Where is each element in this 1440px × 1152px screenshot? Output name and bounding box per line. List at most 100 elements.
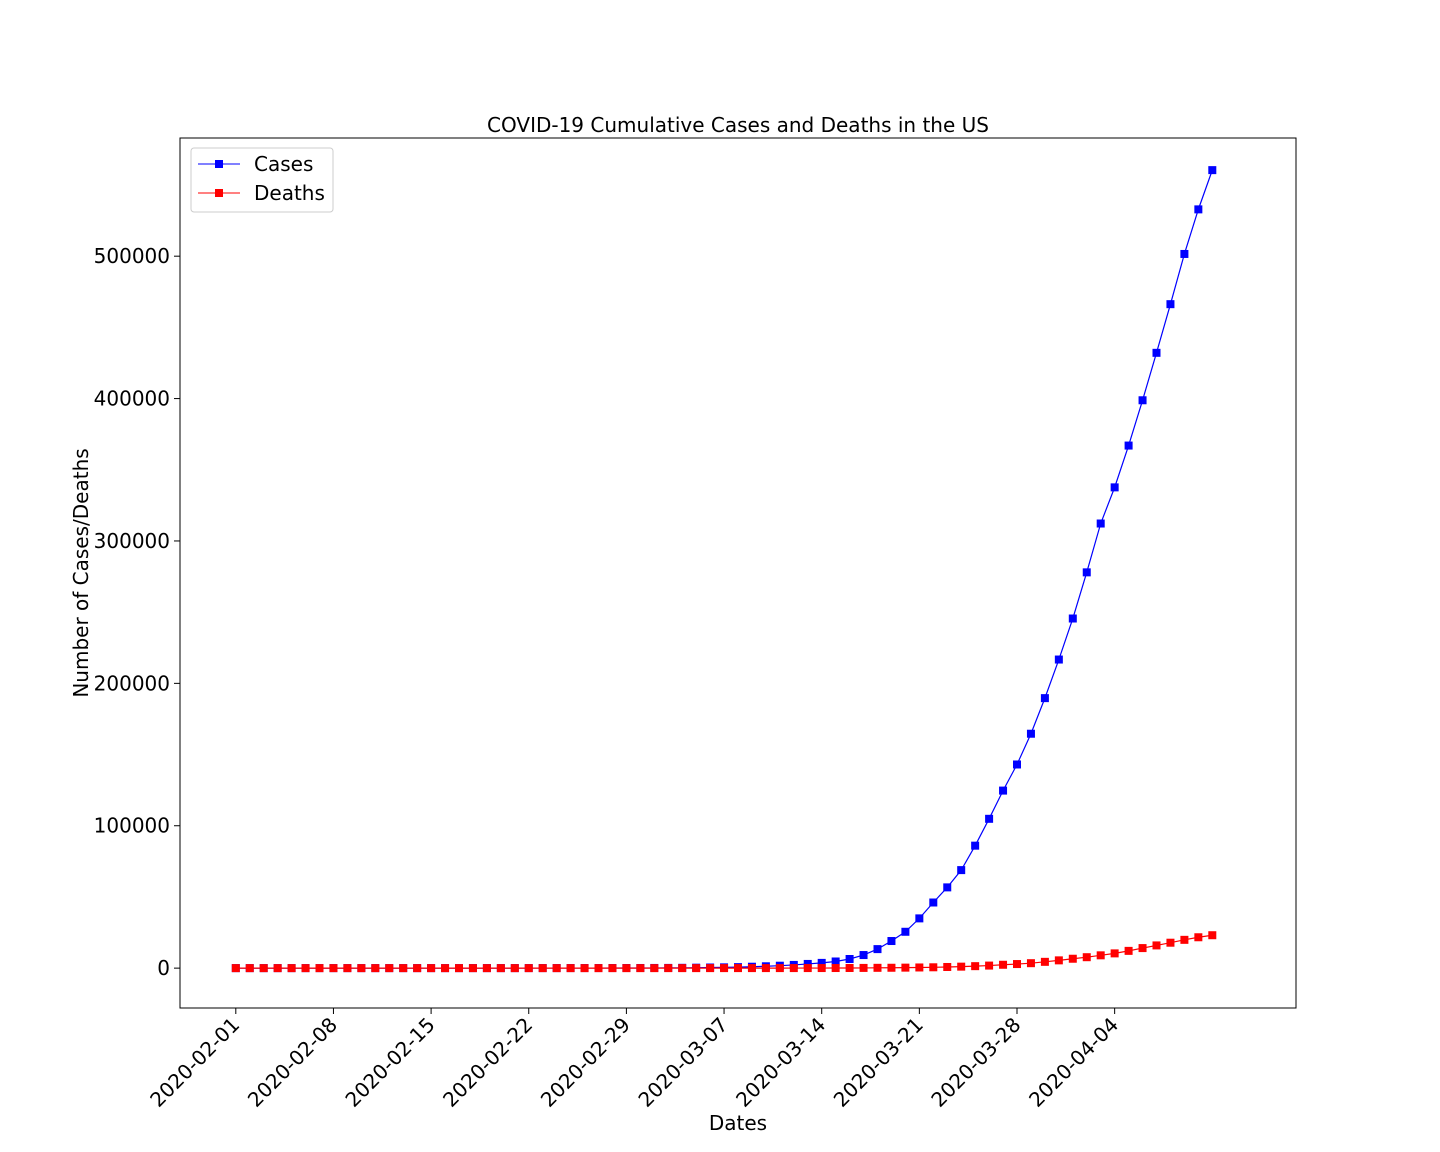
y-tick-label: 400000: [94, 387, 170, 411]
data-point-deaths: [734, 964, 742, 973]
data-point-deaths: [747, 964, 756, 973]
data-point-deaths: [1040, 957, 1049, 966]
data-point-deaths: [761, 964, 770, 973]
data-point-deaths: [343, 964, 352, 973]
data-point-cases: [1068, 614, 1077, 623]
data-point-deaths: [1082, 953, 1091, 962]
data-point-cases: [1082, 568, 1091, 577]
data-point-cases: [1013, 760, 1021, 769]
data-point-cases: [1124, 441, 1133, 450]
data-point-deaths: [524, 964, 533, 973]
data-point-deaths: [859, 963, 868, 972]
data-point-cases: [943, 883, 952, 892]
data-point-cases: [1194, 205, 1203, 214]
data-point-deaths: [971, 962, 980, 971]
data-point-deaths: [580, 964, 589, 973]
data-point-cases: [999, 786, 1008, 795]
data-point-cases: [1096, 519, 1105, 528]
y-tick-label: 0: [157, 956, 170, 980]
data-point-deaths: [413, 964, 422, 973]
data-point-deaths: [1180, 935, 1189, 944]
data-point-deaths: [915, 963, 924, 972]
series-deaths: [231, 931, 1217, 973]
data-point-deaths: [929, 963, 938, 972]
data-point-deaths: [441, 964, 450, 973]
data-point-deaths: [538, 964, 547, 973]
data-point-deaths: [1054, 956, 1063, 965]
data-point-deaths: [468, 964, 477, 973]
data-point-deaths: [301, 964, 310, 973]
data-point-deaths: [775, 964, 784, 973]
data-point-deaths: [1194, 933, 1203, 942]
data-point-deaths: [1068, 954, 1077, 963]
data-point-deaths: [831, 964, 840, 973]
legend-label-cases: Cases: [254, 152, 313, 176]
data-point-deaths: [552, 964, 561, 973]
data-point-deaths: [1026, 959, 1035, 968]
data-point-cases: [887, 937, 896, 946]
plot-area: [231, 166, 1217, 973]
data-point-cases: [1110, 483, 1119, 492]
data-point-deaths: [1110, 949, 1119, 958]
plot-frame: [179, 137, 1297, 1009]
data-point-deaths: [510, 964, 519, 973]
data-point-deaths: [664, 964, 673, 973]
legend-marker-deaths: [215, 189, 223, 197]
data-point-deaths: [287, 964, 296, 973]
data-point-deaths: [1096, 951, 1105, 960]
data-point-deaths: [357, 964, 366, 973]
data-point-cases: [831, 957, 840, 966]
data-point-deaths: [650, 964, 659, 973]
data-point-deaths: [873, 963, 882, 972]
data-point-deaths: [231, 964, 240, 973]
data-point-cases: [915, 914, 924, 923]
data-point-deaths: [315, 964, 324, 973]
data-point-cases: [803, 959, 812, 968]
x-axis-label: Dates: [709, 1111, 767, 1135]
data-point-deaths: [901, 963, 910, 972]
data-point-deaths: [887, 963, 896, 972]
data-point-deaths: [566, 964, 575, 973]
data-point-deaths: [1013, 960, 1021, 969]
data-point-cases: [845, 955, 854, 963]
data-point-deaths: [706, 964, 715, 973]
data-point-cases: [1054, 655, 1063, 664]
data-point-cases: [1208, 166, 1217, 175]
y-tick-label: 500000: [94, 244, 170, 268]
data-point-cases: [957, 866, 966, 875]
data-point-deaths: [259, 964, 268, 973]
data-point-cases: [1040, 694, 1049, 703]
data-point-deaths: [273, 964, 282, 973]
data-point-cases: [1166, 300, 1175, 309]
data-point-deaths: [608, 964, 617, 973]
data-point-cases: [985, 814, 994, 823]
data-point-deaths: [1124, 946, 1133, 955]
data-point-deaths: [245, 964, 254, 973]
data-point-deaths: [636, 964, 645, 973]
data-point-deaths: [1208, 931, 1217, 940]
legend-label-deaths: Deaths: [254, 181, 325, 205]
data-point-deaths: [1138, 944, 1147, 953]
data-point-deaths: [845, 963, 854, 972]
data-point-deaths: [455, 964, 463, 973]
data-point-deaths: [329, 964, 338, 973]
data-point-cases: [873, 945, 882, 954]
data-point-deaths: [789, 964, 798, 973]
y-tick-label: 300000: [94, 529, 170, 553]
data-point-deaths: [678, 964, 687, 973]
data-point-deaths: [957, 962, 966, 971]
y-tick-label: 100000: [94, 814, 170, 838]
y-axis-label: Number of Cases/Deaths: [69, 448, 93, 697]
data-point-deaths: [943, 962, 952, 971]
data-point-deaths: [399, 964, 408, 973]
data-point-deaths: [1152, 941, 1161, 950]
data-point-cases: [1180, 249, 1189, 258]
data-point-cases: [901, 927, 910, 936]
y-axis: 0 100000 200000 300000 400000 500000: [94, 244, 180, 980]
data-point-deaths: [496, 964, 505, 973]
data-point-cases: [817, 958, 826, 967]
data-point-cases: [971, 841, 980, 850]
data-point-deaths: [985, 961, 994, 970]
data-point-deaths: [385, 964, 394, 973]
